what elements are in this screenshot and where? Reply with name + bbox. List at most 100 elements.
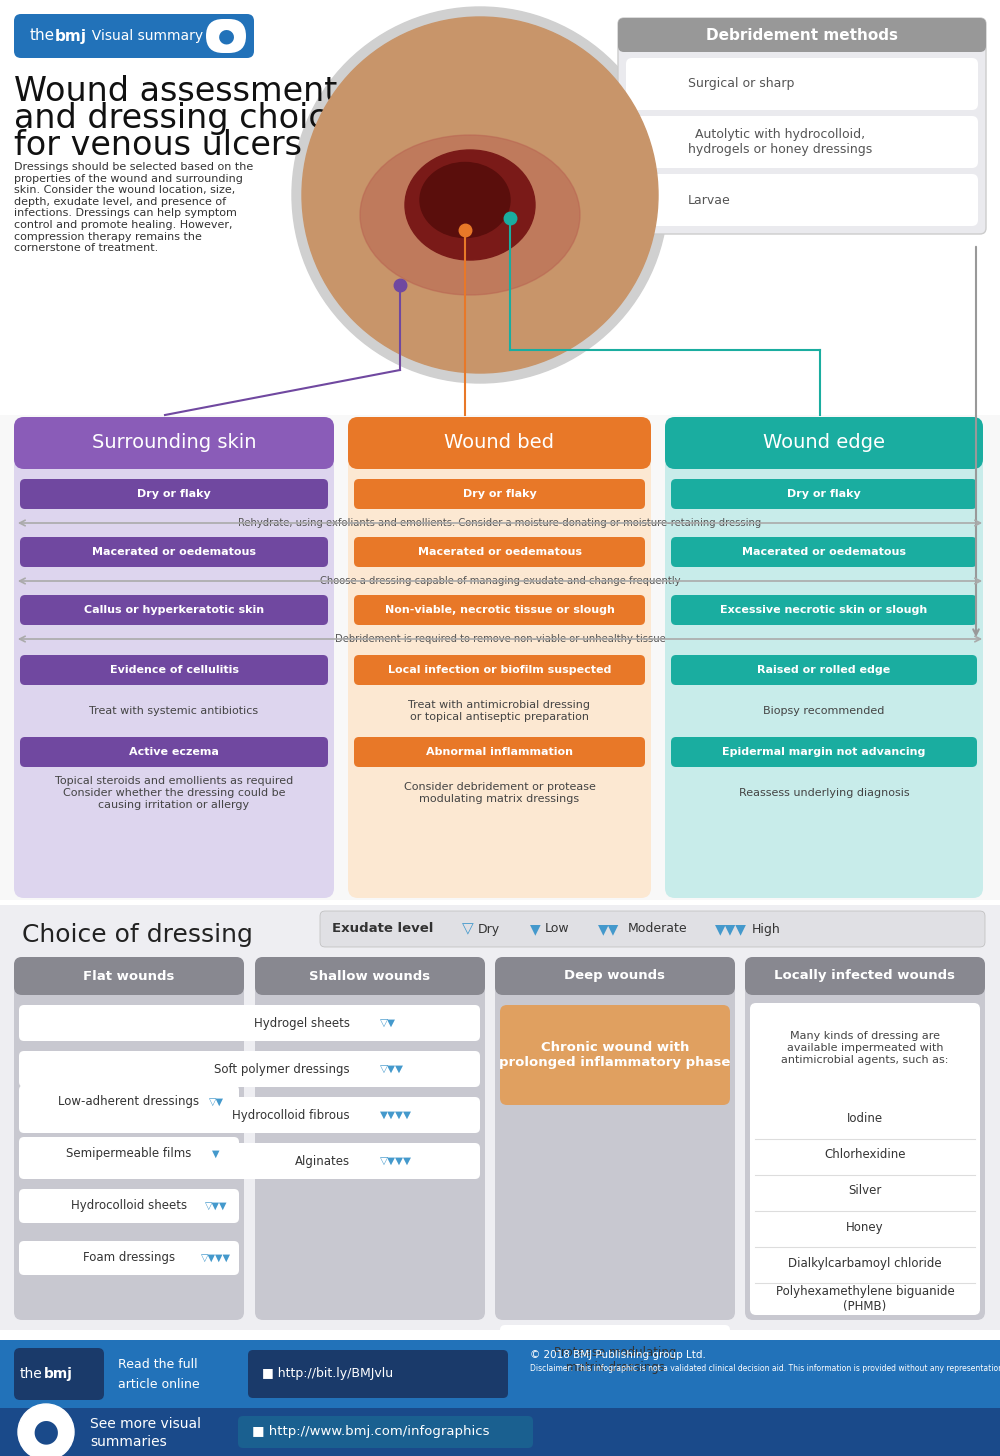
FancyBboxPatch shape [348,416,651,898]
Text: Semipermeable films: Semipermeable films [66,1147,192,1160]
Text: High: High [752,923,781,936]
Text: Larvae: Larvae [688,194,731,207]
Text: Many kinds of dressing are
available impermeated with
antimicrobial agents, such: Many kinds of dressing are available imp… [781,1031,949,1064]
FancyBboxPatch shape [495,957,735,994]
Text: ▽▼: ▽▼ [380,1018,396,1028]
Text: Excessive necrotic skin or slough: Excessive necrotic skin or slough [720,606,928,614]
Text: Low: Low [545,923,570,936]
Text: Hydrogel sheets: Hydrogel sheets [254,1016,350,1029]
FancyBboxPatch shape [500,1005,730,1105]
FancyBboxPatch shape [354,655,645,684]
Text: ●: ● [33,1418,59,1446]
FancyBboxPatch shape [20,655,328,684]
Text: Rehydrate, using exfoliants and emollients. Consider a moisture-donating or mois: Rehydrate, using exfoliants and emollien… [238,518,762,529]
Text: and dressing choice: and dressing choice [14,102,347,135]
Text: Abnormal inflammation: Abnormal inflammation [426,747,573,757]
Bar [0,906,1000,1329]
Text: Protease modulating
matrix dressings: Protease modulating matrix dressings [554,1345,676,1374]
Text: ▼▼: ▼▼ [598,922,619,936]
FancyBboxPatch shape [745,957,985,1321]
FancyBboxPatch shape [14,1348,104,1401]
FancyBboxPatch shape [19,1051,480,1088]
Text: Non-viable, necrotic tissue or slough: Non-viable, necrotic tissue or slough [385,606,614,614]
Text: ■ http://bit.ly/BMJvlu: ■ http://bit.ly/BMJvlu [262,1367,393,1380]
FancyBboxPatch shape [14,416,334,898]
FancyBboxPatch shape [238,1417,533,1449]
Text: Consider debridement or protease
modulating matrix dressings: Consider debridement or protease modulat… [404,782,595,804]
FancyBboxPatch shape [495,957,735,1321]
FancyBboxPatch shape [671,655,977,684]
Bar [0,1340,1000,1408]
FancyBboxPatch shape [750,1003,980,1315]
Text: Disclaimer: This infographic is not a validated clinical decision aid. This info: Disclaimer: This infographic is not a va… [530,1364,1000,1373]
Text: Soft polymer dressings: Soft polymer dressings [214,1063,350,1076]
Bar [0,0,1000,415]
Text: Deep wounds: Deep wounds [564,970,666,983]
FancyBboxPatch shape [671,737,977,767]
FancyBboxPatch shape [14,957,244,1321]
FancyBboxPatch shape [665,416,983,469]
Text: Hydrocolloid sheets: Hydrocolloid sheets [71,1200,187,1213]
FancyBboxPatch shape [255,957,485,994]
Text: Dry or flaky: Dry or flaky [787,489,861,499]
Text: ▽▼▼▼: ▽▼▼▼ [380,1156,412,1166]
FancyBboxPatch shape [19,1190,239,1223]
Text: Polyhexamethylene biguanide
(PHMB): Polyhexamethylene biguanide (PHMB) [776,1286,954,1313]
Text: Honey: Honey [846,1220,884,1233]
Text: ▽▼▼: ▽▼▼ [205,1201,227,1211]
Text: Biopsy recommended: Biopsy recommended [763,706,885,716]
Text: Choice of dressing: Choice of dressing [22,923,253,946]
Text: Active eczema: Active eczema [129,747,219,757]
Text: Macerated or oedematous: Macerated or oedematous [742,547,906,558]
FancyBboxPatch shape [19,1241,239,1275]
FancyBboxPatch shape [745,957,985,994]
Text: Wound edge: Wound edge [763,434,885,453]
FancyBboxPatch shape [20,737,328,767]
Text: Chronic wound with
prolonged inflammatory phase: Chronic wound with prolonged inflammator… [499,1041,731,1069]
Bar [0,415,1000,900]
Text: Treat with antimicrobial dressing
or topical antiseptic preparation: Treat with antimicrobial dressing or top… [409,700,590,722]
Text: Local infection or biofilm suspected: Local infection or biofilm suspected [388,665,611,676]
Text: Dry or flaky: Dry or flaky [463,489,536,499]
FancyBboxPatch shape [19,1085,239,1120]
Text: summaries: summaries [90,1436,167,1449]
FancyBboxPatch shape [671,479,977,510]
Text: Silver: Silver [848,1185,882,1197]
Text: Macerated or oedematous: Macerated or oedematous [418,547,582,558]
Text: Epidermal margin not advancing: Epidermal margin not advancing [722,747,926,757]
Text: Wound assessment: Wound assessment [14,76,337,108]
Text: See more visual: See more visual [90,1417,201,1431]
Text: ▽: ▽ [462,922,474,936]
Text: Evidence of cellulitis: Evidence of cellulitis [110,665,239,676]
Ellipse shape [405,150,535,261]
Text: Iodine: Iodine [847,1112,883,1125]
FancyBboxPatch shape [348,416,651,469]
Text: Dry or flaky: Dry or flaky [137,489,211,499]
Text: Choose a dressing capable of managing exudate and change frequently: Choose a dressing capable of managing ex… [320,577,680,585]
Ellipse shape [420,163,510,237]
Text: ▽▼▼▼: ▽▼▼▼ [201,1254,231,1262]
FancyBboxPatch shape [19,1137,239,1171]
Text: ▽▼▼: ▽▼▼ [380,1064,404,1075]
Text: Hydrocolloid fibrous: Hydrocolloid fibrous [232,1108,350,1121]
Text: Dialkylcarbamoyl chloride: Dialkylcarbamoyl chloride [788,1257,942,1270]
FancyBboxPatch shape [14,416,334,469]
Text: article online: article online [118,1377,200,1390]
Text: ▼▼▼: ▼▼▼ [715,922,747,936]
Text: Foam dressings: Foam dressings [83,1252,175,1264]
Text: © 2018 BMJ Publishing group Ltd.: © 2018 BMJ Publishing group Ltd. [530,1350,706,1360]
FancyBboxPatch shape [671,596,977,625]
FancyBboxPatch shape [20,537,328,566]
FancyBboxPatch shape [20,596,328,625]
Text: Locally infected wounds: Locally infected wounds [774,970,956,983]
FancyBboxPatch shape [354,479,645,510]
Text: Low-adherent dressings: Low-adherent dressings [58,1095,200,1108]
FancyBboxPatch shape [248,1350,508,1398]
FancyBboxPatch shape [671,537,977,566]
Text: ▼: ▼ [530,922,541,936]
FancyBboxPatch shape [19,1143,480,1179]
Text: ▽▼: ▽▼ [208,1096,224,1107]
FancyBboxPatch shape [354,596,645,625]
Circle shape [292,7,668,383]
Circle shape [18,1404,74,1456]
